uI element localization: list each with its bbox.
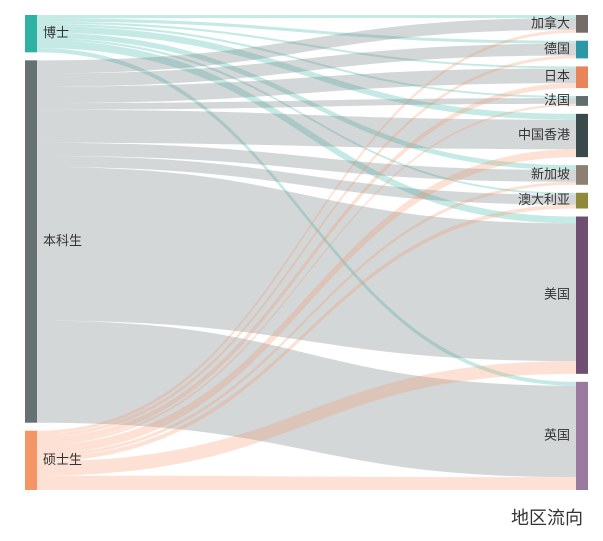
sankey-node[interactable] — [25, 431, 37, 490]
sankey-node[interactable] — [576, 382, 588, 490]
sankey-node[interactable] — [25, 15, 37, 52]
sankey-node[interactable] — [576, 15, 588, 33]
sankey-node[interactable] — [576, 193, 588, 209]
sankey-node[interactable] — [25, 60, 37, 422]
links-group — [37, 15, 576, 490]
sankey-node[interactable] — [576, 66, 588, 88]
sankey-node[interactable] — [576, 114, 588, 157]
node-label: 法国 — [544, 92, 570, 107]
sankey-node[interactable] — [576, 96, 588, 106]
footer-label: 地区流向 — [511, 504, 583, 530]
node-label: 加拿大 — [531, 15, 570, 30]
node-label: 美国 — [544, 287, 570, 302]
sankey-chart: 博士本科生硕士生 加拿大德国日本法国中国香港新加坡澳大利亚美国英国地区流向 — [0, 0, 603, 536]
node-label: 澳大利亚 — [518, 192, 570, 207]
node-label: 中国香港 — [518, 127, 570, 142]
sankey-node[interactable] — [576, 165, 588, 185]
node-label: 日本 — [544, 69, 570, 84]
node-label: 英国 — [544, 427, 570, 442]
sankey-link — [37, 15, 576, 18]
node-label: 博士 — [43, 25, 69, 40]
sankey-svg: 博士本科生硕士生 加拿大德国日本法国中国香港新加坡澳大利亚美国英国 — [0, 0, 603, 536]
node-label: 新加坡 — [531, 166, 570, 181]
sankey-node[interactable] — [576, 217, 588, 374]
node-label: 硕士生 — [43, 452, 82, 467]
sankey-link — [37, 476, 576, 490]
node-label: 本科生 — [43, 233, 82, 248]
sankey-node[interactable] — [576, 41, 588, 59]
node-label: 德国 — [544, 41, 570, 56]
